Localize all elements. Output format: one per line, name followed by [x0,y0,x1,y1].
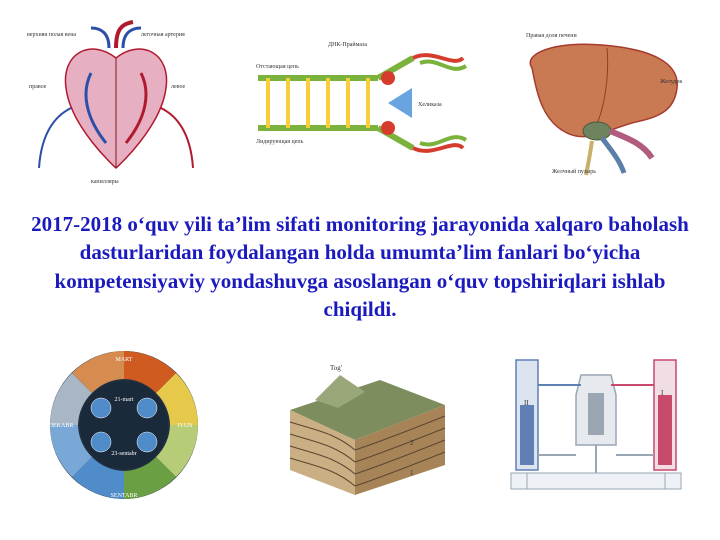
svg-text:Лидирующая цепь: Лидирующая цепь [256,139,304,145]
svg-text:SENTABR: SENTABR [111,493,138,499]
svg-text:правое: правое [29,84,47,90]
dna-icon: Отстающая цепь Лидирующая цепь ДНК-Прайм… [238,28,478,178]
top-image-row: верхняя полая вена легочная артерия прав… [18,18,702,188]
svg-text:DEKABR: DEKABR [49,423,74,429]
svg-text:MART: MART [116,357,133,363]
svg-text:21-mart: 21-mart [115,397,134,403]
svg-text:Отстающая цепь: Отстающая цепь [256,64,299,70]
svg-text:Правая доля печени: Правая доля печени [526,33,578,39]
geology-strata-block-diagram: Tog' 1 2 [254,350,466,500]
seasons-wheel-icon: 21-mart 23-sentabr MART IYUN SENTABR DEK… [39,345,209,505]
svg-text:Tog': Tog' [330,364,342,372]
liver-anatomy-diagram: Правая доля печени Желудок Желчный пузыр… [502,23,702,183]
svg-text:II: II [524,399,529,407]
heart-circulation-diagram: верхняя полая вена легочная артерия прав… [18,18,214,188]
slide-caption: 2017-2018 oʻquv yili taʼlim sifati monit… [18,210,702,323]
industrial-plant-schematic: II I [490,345,702,505]
svg-text:левое: левое [171,84,186,90]
svg-text:IYUN: IYUN [178,423,194,429]
plant-schematic-icon: II I [496,345,696,505]
seasons-earth-orbit-diagram: 21-mart 23-sentabr MART IYUN SENTABR DEK… [18,345,230,505]
dna-replication-diagram: Отстающая цепь Лидирующая цепь ДНК-Прайм… [238,28,478,178]
svg-text:капилляры: капилляры [91,179,119,185]
svg-text:23-sentabr: 23-sentabr [111,451,136,457]
svg-text:2: 2 [410,439,414,447]
svg-text:верхняя полая вена: верхняя полая вена [27,32,76,38]
bottom-image-row: 21-mart 23-sentabr MART IYUN SENTABR DEK… [18,345,702,505]
svg-text:1: 1 [410,469,414,477]
strata-block-icon: Tog' 1 2 [260,350,460,500]
svg-text:Желчный пузырь: Желчный пузырь [552,168,596,175]
svg-text:Желудок: Желудок [660,79,682,85]
liver-icon: Правая доля печени Желудок Желчный пузыр… [502,23,702,183]
svg-text:ДНК-Праймаза: ДНК-Праймаза [328,41,367,48]
svg-text:легочная артерия: легочная артерия [141,32,185,38]
svg-text:Хеликаза: Хеликаза [418,102,442,108]
heart-icon: верхняя полая вена легочная артерия прав… [21,18,211,188]
